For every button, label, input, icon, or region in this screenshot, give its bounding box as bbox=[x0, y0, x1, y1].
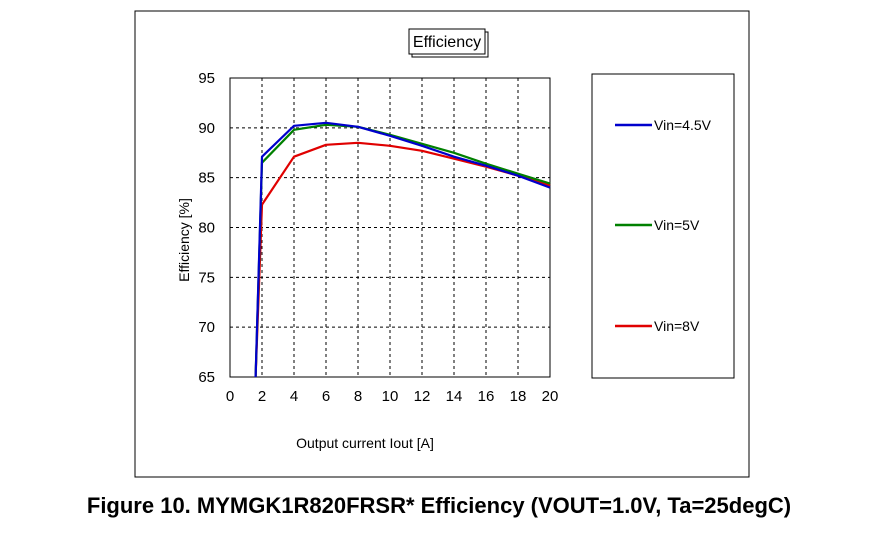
x-tick-label: 0 bbox=[226, 388, 234, 405]
chart-title: Efficiency bbox=[413, 34, 481, 51]
x-tick-label: 2 bbox=[258, 388, 266, 405]
y-tick-label: 85 bbox=[198, 170, 215, 187]
x-tick-label: 6 bbox=[322, 388, 330, 405]
x-tick-label: 18 bbox=[510, 388, 527, 405]
y-tick-label: 65 bbox=[198, 369, 215, 386]
x-tick-label: 12 bbox=[414, 388, 431, 405]
efficiency-chart: Efficiency 65 70 75 80 85 90 95 0 2 4 6 8 10 12 14 16 1… bbox=[134, 10, 750, 478]
x-axis-label: Output current Iout [A] bbox=[296, 435, 434, 451]
y-tick-label: 70 bbox=[198, 319, 215, 336]
grid-lines bbox=[230, 78, 550, 377]
title-box bbox=[408, 28, 486, 55]
legend-label: Vin=5V bbox=[654, 217, 700, 233]
legend-label: Vin=8V bbox=[654, 318, 700, 334]
y-tick-label: 75 bbox=[198, 269, 215, 286]
y-axis-label: Efficiency [%] bbox=[176, 198, 192, 282]
y-axis-ticks: 65 70 75 80 85 90 95 bbox=[198, 70, 215, 386]
figure-caption: Figure 10. MYMGK1R820FRSR* Efficiency (V… bbox=[86, 493, 792, 518]
x-tick-label: 4 bbox=[290, 388, 298, 405]
y-tick-label: 80 bbox=[198, 220, 215, 237]
x-tick-label: 20 bbox=[542, 388, 559, 405]
series-lines bbox=[254, 121, 551, 378]
series-line-vin-4-5v bbox=[254, 121, 551, 378]
y-tick-label: 95 bbox=[198, 70, 215, 87]
legend: Vin=4.5V Vin=5V Vin=8V bbox=[615, 117, 712, 334]
x-axis-ticks: 0 2 4 6 8 10 12 14 16 18 20 bbox=[226, 388, 559, 405]
x-tick-label: 16 bbox=[478, 388, 495, 405]
x-tick-label: 14 bbox=[446, 388, 463, 405]
x-tick-label: 10 bbox=[382, 388, 399, 405]
y-tick-label: 90 bbox=[198, 120, 215, 137]
x-tick-label: 8 bbox=[354, 388, 362, 405]
legend-label: Vin=4.5V bbox=[654, 117, 712, 133]
